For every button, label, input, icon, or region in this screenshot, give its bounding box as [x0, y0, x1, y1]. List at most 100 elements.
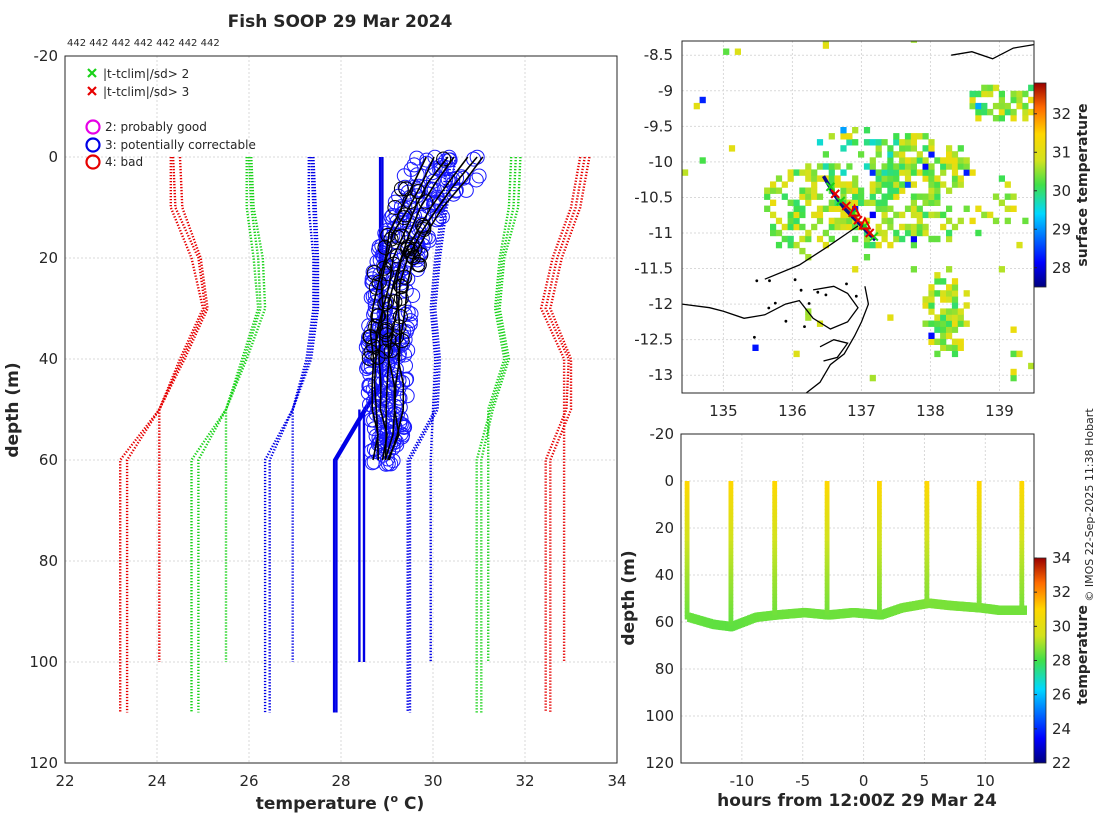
clim_mean_plus_2sd-line	[487, 156, 513, 662]
sst-pixel	[734, 48, 741, 55]
section-cast-sample	[684, 576, 690, 581]
sst-pixel	[946, 229, 953, 237]
sst-pixel	[951, 314, 959, 321]
sst-pixel	[887, 181, 894, 188]
sst-pixel	[887, 145, 894, 152]
section-cast-sample	[824, 555, 830, 560]
sst-pixel	[969, 217, 976, 225]
sst-pixel	[910, 205, 917, 212]
sst-pixel	[940, 169, 947, 176]
profile-xtick: 32	[515, 772, 534, 790]
clim_mean_plus_2sd-line	[480, 156, 522, 713]
sst-pixel	[805, 254, 812, 261]
section-colorbar-tick: 32	[1052, 583, 1071, 601]
map-xtick: 138	[916, 402, 945, 420]
map-colorbar-tick: 28	[1052, 259, 1071, 277]
sst-pixel	[916, 217, 923, 225]
sst-pixel	[770, 223, 777, 231]
sst-pixel	[975, 115, 982, 122]
section-cast-sample	[877, 600, 882, 606]
sst-pixel	[904, 169, 912, 176]
profile-point-flag3	[425, 173, 441, 189]
sst-pixel	[940, 332, 947, 339]
map-ytick: -8.5	[644, 46, 673, 64]
section-cast-sample	[1019, 498, 1025, 504]
section-cast-sample	[1019, 533, 1025, 539]
section-cast-sample	[976, 526, 982, 532]
section-cast-sample	[976, 519, 982, 525]
section-cast-sample	[924, 600, 930, 606]
section-cast-sample	[772, 519, 778, 525]
profile-cast-line	[378, 156, 449, 461]
sst-pixel	[852, 175, 859, 182]
profile-point-flag3	[382, 402, 398, 418]
section-cast-sample	[684, 600, 690, 606]
profile-ytick: -20	[34, 47, 59, 65]
sst-pixel	[940, 326, 947, 333]
track-flag-x-red	[853, 215, 863, 225]
section-cast-sample	[824, 593, 830, 599]
sst-pixel	[787, 211, 794, 219]
coastline	[819, 339, 849, 362]
sst-pixel	[822, 151, 829, 158]
sst-pixel	[946, 217, 953, 225]
section-cast-sample	[1019, 607, 1025, 613]
sst-pixel	[852, 127, 859, 134]
section-cast-sample	[772, 569, 778, 574]
section-cast-sample	[976, 491, 982, 497]
profile-point-flag3	[363, 412, 379, 428]
section-xtick: 10	[976, 772, 995, 790]
sst-pixel	[1004, 181, 1011, 188]
clim_mean_plus_3sd-line	[549, 156, 591, 713]
sst-pixel	[910, 193, 917, 200]
sst-pixel	[805, 314, 812, 321]
sst-pixel	[822, 42, 829, 49]
profile-point-flag3	[409, 150, 425, 166]
section-cast-sample	[684, 484, 690, 489]
sst-pixel	[799, 247, 806, 255]
sst-pixel	[863, 139, 871, 146]
sst-pixel	[787, 235, 794, 243]
sst-pixel	[863, 254, 871, 261]
sst-pixel	[981, 84, 988, 92]
sst-pixel	[899, 181, 906, 188]
section-cast-sample	[824, 523, 830, 528]
profile-point-black	[436, 151, 452, 167]
sst-pixel	[951, 290, 959, 297]
sst-pixel	[934, 181, 941, 188]
profile-ylabel: depth (m)	[3, 362, 23, 457]
section-cast-sample	[684, 569, 690, 574]
sst-pixel	[963, 157, 970, 164]
sst-pixel	[893, 187, 900, 194]
map-colorbar-tick: 30	[1052, 182, 1071, 200]
sst-pixel	[852, 235, 859, 243]
section-cast-sample	[877, 481, 882, 486]
sst-pixel	[764, 187, 771, 194]
sst-pixel	[904, 145, 912, 152]
section-cast-sample	[772, 604, 778, 609]
sst-pixel	[846, 181, 853, 188]
section-cast-sample	[877, 555, 882, 560]
track-flag-x-red	[830, 189, 840, 199]
map-ytick: -9.5	[644, 117, 673, 135]
section-ylabel: depth (m)	[619, 550, 639, 645]
section-cast-sample	[877, 512, 882, 518]
profile-xtick: 34	[607, 772, 626, 790]
sst-pixel	[822, 229, 829, 237]
section-cast-sample	[824, 540, 830, 546]
profile-ytick: 60	[39, 451, 58, 469]
section-cast-sample	[924, 491, 930, 497]
sst-pixel	[811, 175, 818, 182]
section-cast-sample	[877, 551, 882, 556]
section-cast-sample	[728, 530, 734, 535]
profile-point-black	[410, 257, 426, 272]
sst-pixel	[1004, 217, 1011, 225]
legend-flag2-label: 2: probably good	[105, 120, 207, 134]
sst-pixel	[793, 241, 800, 249]
section-cast-sample	[924, 526, 930, 532]
sst-pixel	[928, 181, 935, 188]
sst-pixel	[940, 320, 947, 327]
sst-pixel	[951, 308, 959, 315]
profile-point-flag3	[391, 372, 407, 388]
sst-pixel	[963, 163, 970, 170]
